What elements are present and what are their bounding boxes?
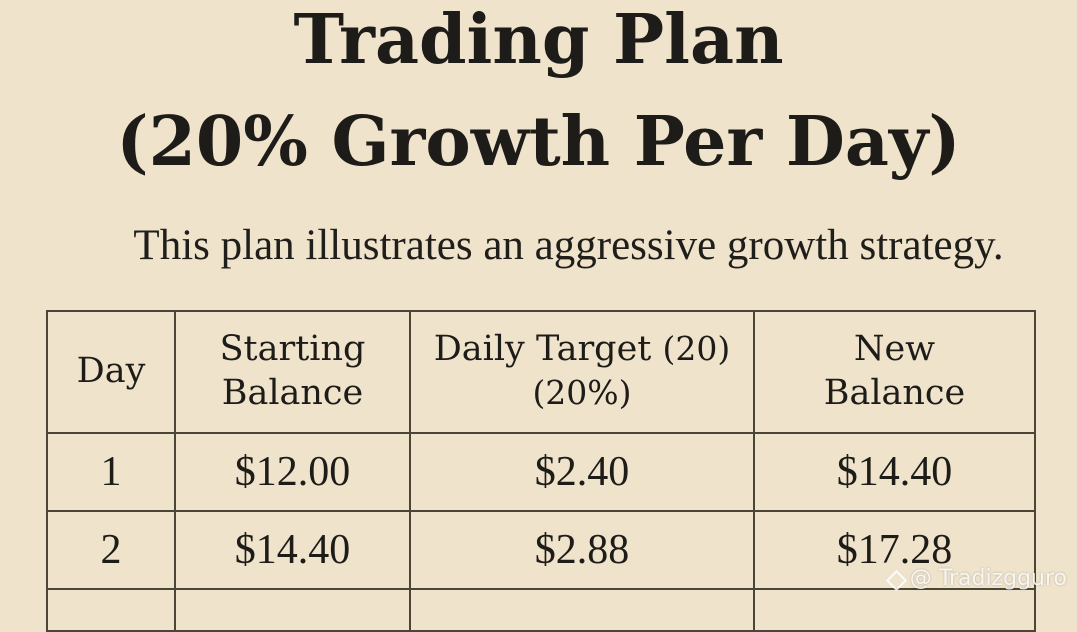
header-starting-balance-line2: Balance — [221, 373, 364, 413]
table-row: 2 $14.40 $2.88 $17.28 — [46, 510, 1036, 590]
page-description: This plan illustrates an aggressive grow… — [133, 222, 1004, 269]
header-new-balance: New Balance — [753, 310, 1036, 434]
header-daily-target: Daily Target (20) (20%) — [409, 310, 755, 434]
header-daily-target-line1: Daily Target — [433, 329, 652, 370]
binance-logo-icon — [886, 570, 904, 588]
header-day-label: Day — [76, 351, 146, 392]
cell-empty — [46, 588, 176, 632]
cell-empty — [409, 588, 755, 632]
cell-new-balance: $14.40 — [753, 432, 1036, 512]
cell-empty — [174, 588, 411, 632]
table-row-partial — [46, 588, 1036, 632]
cell-starting-balance: $12.00 — [174, 432, 411, 512]
header-day: Day — [46, 310, 176, 434]
header-starting-balance-line1: Starting — [219, 329, 366, 370]
page-title-subheading: (20% Growth Per Day) — [116, 102, 961, 182]
cell-day: 1 — [46, 432, 176, 512]
cell-starting-balance: $14.40 — [174, 510, 411, 590]
table-row: 1 $12.00 $2.40 $14.40 — [46, 432, 1036, 512]
header-daily-target-line2: (20%) — [532, 373, 632, 412]
page-title: Trading Plan — [293, 0, 784, 80]
cell-daily-target: $2.40 — [409, 432, 755, 512]
header-new-balance-line2: Balance — [823, 373, 966, 413]
watermark-text: @ Tradizgguro — [909, 566, 1067, 591]
header-daily-target-paren: (20) — [662, 329, 731, 369]
header-starting-balance: Starting Balance — [174, 310, 411, 434]
table-header-row: Day Starting Balance Daily Target (20) (… — [46, 310, 1036, 434]
watermark: @ Tradizgguro — [886, 566, 1067, 591]
header-new-balance-line1: New — [853, 329, 936, 370]
cell-daily-target: $2.88 — [409, 510, 755, 590]
cell-empty — [753, 588, 1036, 632]
cell-day: 2 — [46, 510, 176, 590]
trading-plan-table: Day Starting Balance Daily Target (20) (… — [46, 310, 1036, 632]
